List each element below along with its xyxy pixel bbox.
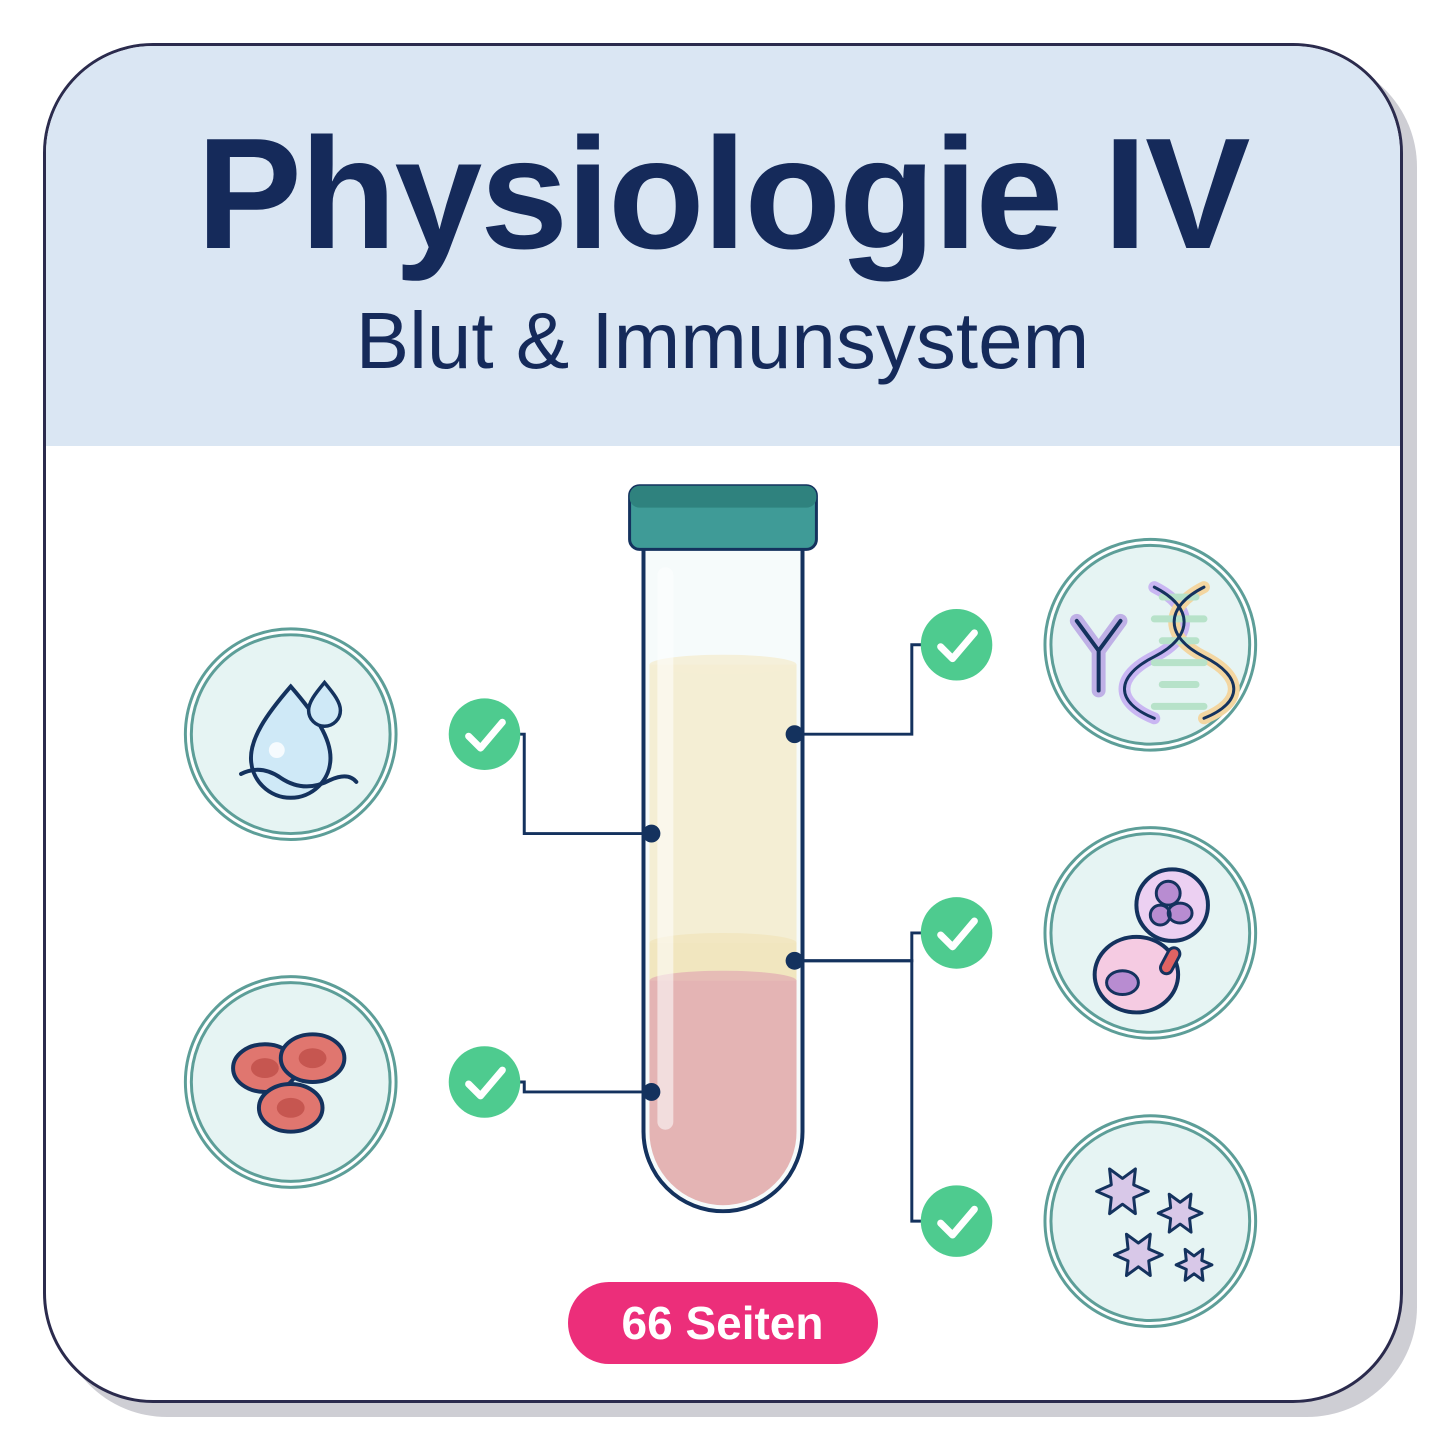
check-icon <box>448 1046 520 1118</box>
card-header: Physiologie IV Blut & Immunsystem <box>46 46 1400 446</box>
card-subtitle: Blut & Immunsystem <box>356 295 1090 387</box>
blood-diagram <box>46 446 1400 1400</box>
plasma-dot-left <box>642 824 660 842</box>
plasma-dot-right <box>785 725 803 743</box>
diagram-svg <box>46 446 1400 1400</box>
buffy-dot <box>785 951 803 969</box>
red-dot <box>642 1082 660 1100</box>
course-card: Physiologie IV Blut & Immunsystem 66 Sei… <box>43 43 1403 1403</box>
check-icon <box>448 698 520 770</box>
card-title: Physiologie IV <box>197 104 1249 285</box>
page-count-badge: 66 Seiten <box>568 1282 878 1364</box>
check-icon <box>920 608 992 680</box>
connector <box>794 960 956 1220</box>
check-icon <box>920 1185 992 1257</box>
check-icon <box>920 897 992 969</box>
